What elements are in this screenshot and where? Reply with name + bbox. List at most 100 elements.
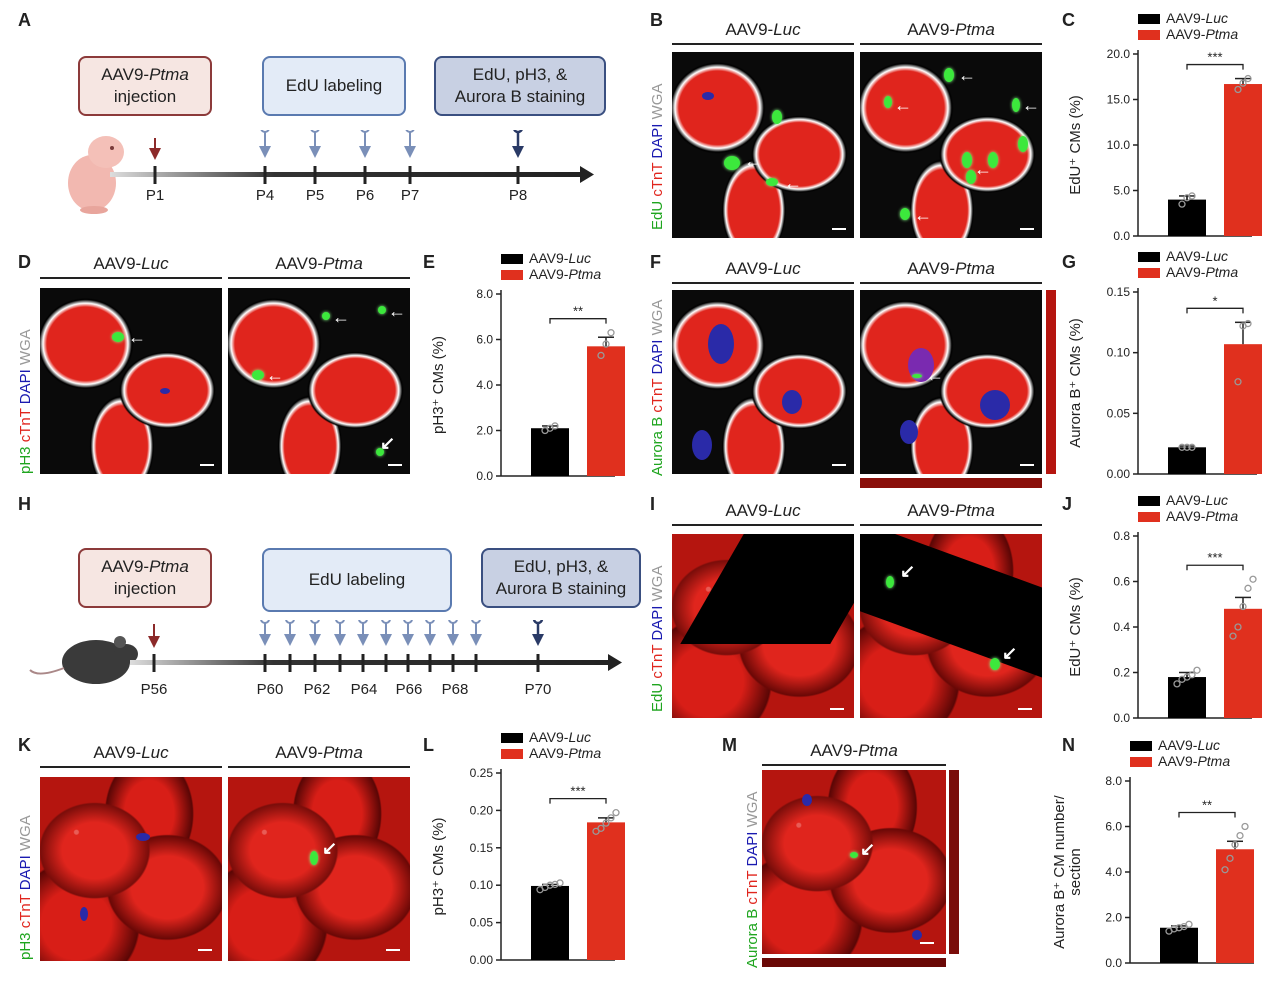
y-tick-label: 2.0 [476,424,493,438]
y-tick-label: 8.0 [1105,774,1122,788]
legend-swatch [1138,252,1160,262]
orthogonal-view-m [949,770,959,954]
data-point [607,329,615,337]
legend-swatch [1130,757,1152,767]
stain-label-d: pH3 cTnT DAPI WGA [17,329,34,474]
legend-label: AAV9-Luc [1158,737,1220,753]
y-tick-label: 0.8 [1113,529,1130,543]
header-f-luc: AAV9-Luc [725,259,801,278]
orthogonal-view-m-bottom [762,958,946,967]
panel-label-j: J [1062,494,1073,514]
header-k-ptma: AAV9-Ptma [275,743,363,762]
data-point [1239,79,1247,87]
y-axis-label: EdU⁺ CMs (%) [1067,577,1084,677]
legend-swatch [1138,496,1160,506]
y-axis-label: pH3⁺ CMs (%) [430,336,447,434]
y-axis-label: Aurora B⁺ CM number/ [1054,794,1068,949]
header-b-ptma: AAV9-Ptma [907,20,995,39]
significance-bracket [1186,63,1244,70]
mouse-pup-illustration [62,128,132,214]
data-point [551,422,559,430]
bar [1168,199,1206,236]
bar [531,428,569,476]
bar [1216,849,1254,963]
stain-word: DAPI [17,855,34,895]
significance-label: *** [570,784,585,799]
y-tick-label: 0.25 [470,766,494,780]
panel-label-g: G [1062,252,1077,272]
day-label: P56 [140,681,168,698]
stain-word: cTnT [649,378,666,417]
data-point [1188,192,1196,200]
data-point [1188,443,1196,451]
micrograph-b-ptma: ← ← ← ← ← [860,52,1042,238]
stain-word: cTnT [649,644,666,683]
y-tick-label: 20.0 [1107,47,1131,61]
legend-swatch [1138,512,1160,522]
stain-word: pH3 [17,446,34,474]
legend-swatch [1130,741,1152,751]
y-tick-label: 0.20 [470,803,494,817]
stain-word: cTnT [17,894,34,933]
legend-swatch [1138,14,1160,24]
significance-bracket [549,318,607,324]
data-point [556,879,564,887]
data-point [1178,443,1186,451]
header-k-luc: AAV9-Luc [93,743,169,762]
y-tick-label: 0.0 [1113,229,1130,243]
legend-label: AAV9-Luc [1166,10,1228,26]
data-point [1249,575,1257,583]
legend-swatch [501,749,523,759]
significance-bracket [1186,307,1244,314]
data-point [1178,200,1186,208]
bar [1160,927,1198,963]
staining-box-a: EdU, pH3, & Aurora B staining [434,56,606,116]
legend-label: AAV9-Ptma [1166,264,1238,280]
day-label: P5 [305,187,325,204]
micrograph-d-ptma: ← ← ← ↙ [228,288,410,474]
panel-label-a: A [18,10,31,30]
panel-label-d: D [18,252,31,272]
stain-word: Aurora B [744,908,761,968]
data-point [1231,841,1239,849]
data-point [1170,925,1178,933]
data-point [1234,85,1242,94]
staining-box-h: EdU, pH3, & Aurora B staining [481,548,641,608]
timeline-axis-h [130,620,622,672]
y-tick-label: 0.0 [476,469,493,483]
data-point [1234,623,1242,631]
y-axis-label: Aurora B⁺ CMs (%) [1067,318,1084,448]
y-tick-label: 0.10 [1107,346,1131,360]
significance-label: *** [1207,550,1222,565]
day-label: P68 [441,681,469,698]
stain-word: cTnT [649,162,666,201]
legend-label: AAV9-Ptma [1166,26,1238,42]
y-tick-label: 0.2 [1113,666,1130,680]
significance-label: * [1212,293,1217,308]
day-label: P66 [395,681,423,698]
stain-word: WGA [17,329,34,370]
legend-label: AAV9-Luc [1166,248,1228,264]
legend-swatch [1138,268,1160,278]
y-tick-label: 0.00 [1107,467,1131,481]
stain-word: DAPI [744,831,761,871]
data-point [597,824,605,833]
data-point [602,819,610,827]
micrograph-b-luc: ← ← [672,52,854,238]
stain-word: WGA [649,299,666,340]
y-tick-label: 0.10 [470,878,494,892]
data-point [1221,866,1229,874]
data-point [1183,443,1191,451]
significance-bracket [549,797,607,804]
labeling-box-h: EdU labeling [262,548,452,612]
stain-word: WGA [17,815,34,856]
bar [1224,608,1262,718]
data-point [1188,671,1196,679]
day-label: P8 [508,187,528,204]
data-point [1229,632,1237,640]
header-m-ptma: AAV9-Ptma [810,741,898,760]
day-label: P6 [355,187,375,204]
